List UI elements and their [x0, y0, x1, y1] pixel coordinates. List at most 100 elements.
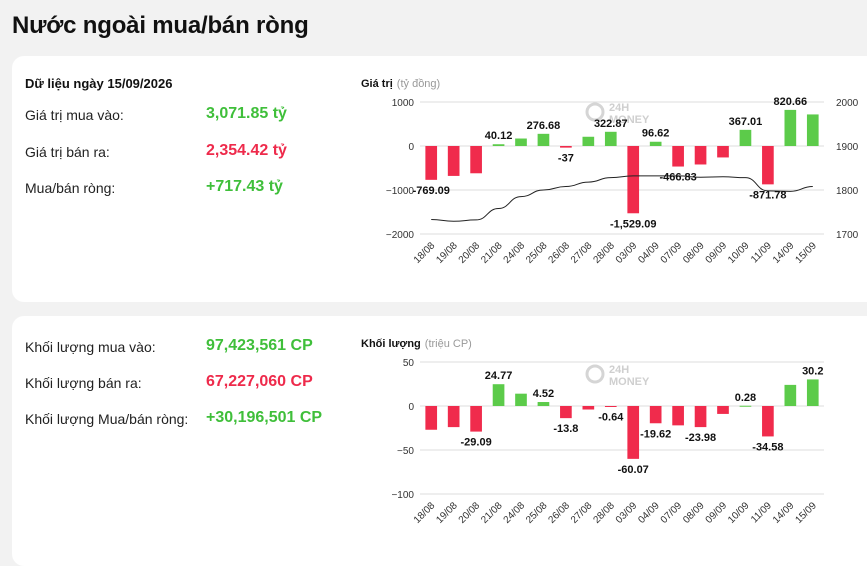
x-tick-label: 21/08	[479, 500, 505, 526]
x-tick-label: 27/08	[569, 240, 595, 266]
bar	[560, 146, 572, 148]
bar	[649, 141, 662, 146]
x-tick-label: 10/09	[726, 500, 752, 526]
bar	[470, 406, 482, 432]
stat-value: 2,354.42 tỷ	[206, 142, 287, 159]
data-label: -19.62	[640, 428, 671, 440]
y-tick-label: 1000	[392, 98, 415, 109]
data-label: 276.68	[527, 120, 561, 132]
x-tick-label: 27/08	[569, 500, 595, 526]
stat-value: 3,071.85 tỷ	[206, 105, 287, 122]
y2-tick-label: 2000	[836, 98, 859, 109]
data-label: -23.98	[685, 432, 716, 444]
x-tick-label: 08/09	[681, 240, 707, 266]
x-tick-label: 03/09	[614, 240, 640, 266]
data-label: 0.28	[735, 392, 756, 404]
data-label: 30.2	[802, 365, 823, 377]
x-tick-label: 09/09	[704, 240, 730, 266]
chart-title: Giá trị (tỷ đồng)	[361, 78, 440, 90]
x-tick-label: 21/08	[479, 240, 505, 266]
stat-label: Giá trị mua vào:	[25, 107, 124, 123]
value-card: Dữ liệu ngày 15/09/2026 Giá trị mua vào:…	[12, 56, 867, 302]
bar	[806, 379, 819, 406]
data-label: -871.78	[749, 189, 786, 201]
stat-value: 67,227,060 CP	[206, 373, 313, 390]
x-tick-label: 07/09	[659, 240, 685, 266]
data-label: 24.77	[485, 370, 513, 382]
data-label: 322.87	[594, 118, 628, 130]
bar	[582, 136, 595, 146]
stat-label: Khối lượng mua vào:	[25, 339, 156, 355]
watermark-text: 24H	[609, 102, 629, 114]
stat-value: +30,196,501 CP	[206, 409, 323, 426]
x-tick-label: 25/08	[524, 240, 550, 266]
bar	[672, 406, 684, 426]
bar	[425, 406, 438, 430]
chart-title-text: Khối lượng	[361, 338, 421, 350]
stat-value: +717.43 tỷ	[206, 178, 283, 195]
data-label: -466.83	[659, 172, 696, 184]
bar	[515, 138, 527, 146]
x-tick-label: 19/08	[434, 500, 460, 526]
bar	[806, 114, 819, 146]
bar	[537, 133, 550, 146]
x-tick-label: 28/08	[591, 500, 617, 526]
data-label: -60.07	[618, 464, 649, 476]
stat-label: Khối lượng Mua/bán ròng:	[25, 411, 189, 427]
x-tick-label: 18/08	[412, 500, 438, 526]
watermark-text: MONEY	[609, 376, 650, 388]
bar	[425, 146, 438, 180]
bar	[739, 129, 752, 146]
y2-tick-label: 1800	[836, 186, 859, 197]
x-tick-label: 14/09	[771, 240, 797, 266]
data-label: 4.52	[533, 388, 554, 400]
chart-title: Khối lượng (triệu CP)	[361, 338, 472, 350]
y-tick-label: 50	[403, 358, 415, 369]
bar	[694, 146, 707, 165]
watermark-text: MONEY	[609, 114, 650, 126]
stat-value: 97,423,561 CP	[206, 337, 313, 354]
date-label: Dữ liệu ngày 15/09/2026	[25, 76, 173, 91]
bar	[470, 146, 482, 174]
page-title: Nước ngoài mua/bán ròng	[12, 12, 309, 39]
x-tick-label: 28/08	[591, 240, 617, 266]
x-tick-label: 07/09	[659, 500, 685, 526]
bar	[739, 405, 752, 407]
data-label: -0.64	[598, 412, 624, 424]
bar	[604, 406, 617, 407]
data-label: -34.58	[752, 441, 783, 453]
bar	[604, 131, 617, 146]
bar	[784, 109, 797, 146]
bar	[560, 406, 572, 419]
y-tick-label: −2000	[386, 230, 415, 241]
bar	[447, 146, 460, 176]
watermark-logo-icon	[585, 364, 605, 384]
data-label: -29.09	[461, 437, 492, 449]
x-tick-label: 08/09	[681, 500, 707, 526]
data-label: 820.66	[774, 96, 808, 108]
bar	[447, 406, 460, 428]
y-tick-label: 0	[408, 142, 414, 153]
stat-label: Mua/bán ròng:	[25, 180, 116, 196]
data-label: 367.01	[729, 116, 763, 128]
data-label: 96.62	[642, 128, 670, 140]
bar	[694, 406, 707, 428]
x-tick-label: 25/08	[524, 500, 550, 526]
bar	[537, 402, 550, 406]
bar	[582, 406, 595, 410]
x-tick-label: 24/08	[502, 240, 528, 266]
watermark-logo-icon	[585, 102, 605, 122]
bar	[784, 384, 797, 406]
bar	[492, 144, 505, 146]
stat-label: Giá trị bán ra:	[25, 144, 110, 160]
bar	[762, 406, 774, 437]
x-tick-label: 26/08	[547, 500, 573, 526]
bar	[492, 384, 505, 406]
x-tick-label: 19/08	[434, 240, 460, 266]
y-tick-label: −100	[391, 490, 414, 501]
bar	[627, 406, 640, 459]
x-tick-label: 04/09	[636, 500, 662, 526]
x-tick-label: 24/08	[502, 500, 528, 526]
